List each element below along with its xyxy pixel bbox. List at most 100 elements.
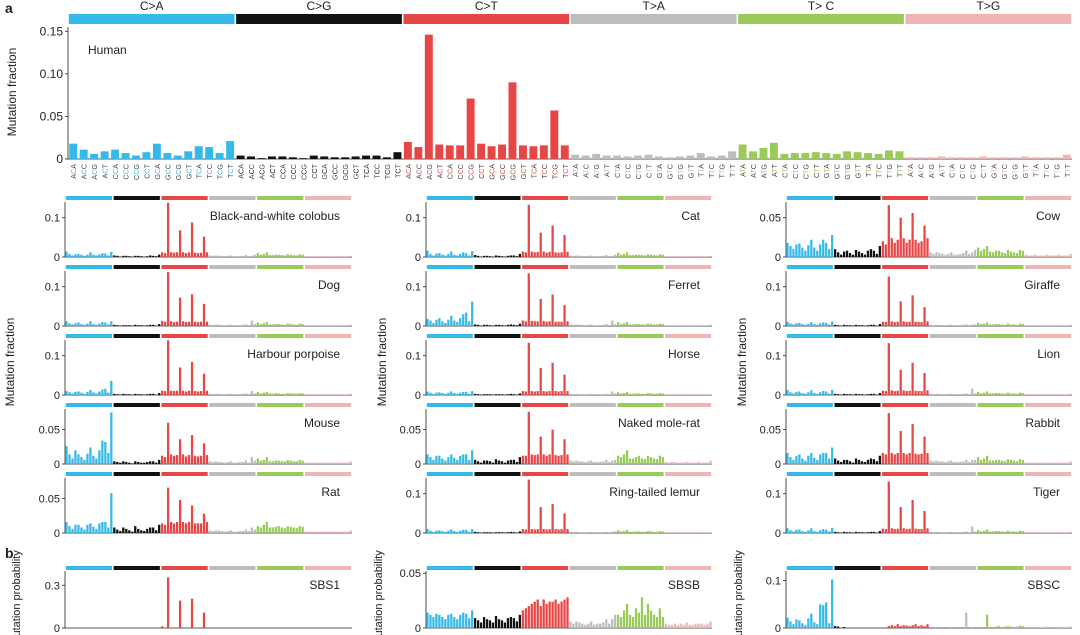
rat-bar-17 xyxy=(116,529,119,533)
mouse-bar-5 xyxy=(80,457,83,465)
mouse-bar-2 xyxy=(71,458,74,464)
black-and-white-colobus-bar-55 xyxy=(229,255,233,257)
sbsc-bar-83 xyxy=(1033,627,1036,628)
sbsb-bar-21 xyxy=(488,620,492,628)
sbsc-bar-43 xyxy=(914,624,917,628)
sbsb-bar-87 xyxy=(685,622,688,628)
cat-bar-58 xyxy=(599,256,602,257)
harbour-porpoise-bar-77 xyxy=(295,393,298,395)
naked-mole-rat-bar-85 xyxy=(679,462,682,465)
cat-bar-64 xyxy=(617,252,620,257)
mouse-bar-37 xyxy=(175,455,179,464)
rat-bar-66 xyxy=(262,524,265,533)
giraffe-bar-57 xyxy=(956,325,959,326)
rabbit-bar-68 xyxy=(988,460,992,464)
harbour-porpoise-bar-75 xyxy=(289,393,292,395)
ring-tailed-lemur-bar-34 xyxy=(527,479,530,533)
horse-bar-5 xyxy=(441,393,444,395)
context-label-30: TCG xyxy=(383,164,392,180)
tiger-bar-78 xyxy=(1018,530,1021,533)
context-label-53: CTC xyxy=(624,164,633,179)
lion-bar-80 xyxy=(1024,394,1027,395)
rat-bar-60 xyxy=(244,529,247,533)
rabbit-bar-2 xyxy=(792,459,795,465)
giraffe-bar-40 xyxy=(905,322,908,326)
context-label-34: ACG xyxy=(425,164,434,180)
ring-tailed-lemur-bar-4 xyxy=(438,530,441,533)
rat-bar-59 xyxy=(241,530,245,533)
cow-bar-36 xyxy=(893,242,896,257)
horse-bar-42 xyxy=(551,362,554,395)
human-bar-43 xyxy=(518,145,527,159)
lion-bar-67 xyxy=(985,391,989,395)
panel-cat: 00.1 Cat xyxy=(406,196,712,264)
giraffe-bar-46 xyxy=(923,307,926,326)
sbsb-bar-45 xyxy=(560,601,563,628)
cat-y-tick-label: 0.1 xyxy=(406,213,421,225)
rat-bar-30 xyxy=(155,530,158,533)
ferret-bar-2 xyxy=(432,322,435,326)
black-and-white-colobus-bar-94 xyxy=(346,256,349,257)
rabbit-bar-27 xyxy=(866,459,870,465)
sbsb-bar-35 xyxy=(530,603,533,628)
lion-bar-79 xyxy=(1021,393,1024,395)
ring-tailed-lemur-bar-11 xyxy=(459,530,462,533)
human-bar-75 xyxy=(853,152,862,159)
horse-bar-52 xyxy=(581,394,584,395)
dog-bar-80 xyxy=(304,325,307,326)
ferret-bar-35 xyxy=(530,320,533,326)
human-bar-31 xyxy=(393,152,402,159)
cat-strip-t-g xyxy=(665,196,712,200)
ring-tailed-lemur-bar-8 xyxy=(450,529,453,533)
human-bar-2 xyxy=(90,153,99,159)
context-label-27: GCT xyxy=(352,163,361,179)
context-label-79: TTT xyxy=(895,163,904,177)
mouse-bar-1 xyxy=(68,454,71,465)
human-bar-52 xyxy=(613,155,622,159)
black-and-white-colobus-title: Black-and-white colobus xyxy=(210,209,340,223)
context-label-37: CCC xyxy=(456,164,465,180)
sbsb-bar-68 xyxy=(628,614,632,628)
mouse-bar-22 xyxy=(131,463,134,464)
panel-dog: 00.1 Dog xyxy=(45,265,352,333)
horse-bar-40 xyxy=(545,391,548,395)
naked-mole-rat-bar-70 xyxy=(634,457,638,465)
lion-bar-34 xyxy=(887,343,890,395)
dog-bar-13 xyxy=(104,322,107,326)
lion-bar-17 xyxy=(837,394,840,395)
rabbit-bar-67 xyxy=(985,455,989,464)
context-label-35: ACT xyxy=(435,163,444,178)
harbour-porpoise-bar-43 xyxy=(193,391,197,395)
cat-bar-75 xyxy=(649,254,653,257)
lion-bar-91 xyxy=(1057,394,1060,395)
context-label-39: CCT xyxy=(477,163,486,178)
sbsb-bar-3 xyxy=(435,613,438,628)
lion-bar-2 xyxy=(792,393,795,395)
sbsc-bar-16 xyxy=(834,626,837,628)
human-bar-79 xyxy=(895,151,904,159)
ferret-bar-21 xyxy=(488,325,492,326)
horse-bar-60 xyxy=(605,393,608,395)
ferret-bar-54 xyxy=(587,324,590,326)
mouse-bar-8 xyxy=(89,447,92,464)
mouse-bar-25 xyxy=(140,462,143,465)
context-label-88: GTA xyxy=(990,164,999,178)
lion-bar-72 xyxy=(1000,393,1004,395)
sbsb-bar-40 xyxy=(545,603,548,628)
rat-bar-16 xyxy=(113,527,116,533)
naked-mole-rat-strip-t-g xyxy=(665,403,712,407)
cow-bar-5 xyxy=(801,247,804,257)
tiger-strip-t-a xyxy=(929,472,976,476)
dog-bar-70 xyxy=(274,324,277,326)
rabbit-bar-80 xyxy=(1024,462,1027,465)
harbour-porpoise-bar-65 xyxy=(259,393,262,395)
black-and-white-colobus-bar-30 xyxy=(155,256,158,257)
rat-bar-72 xyxy=(280,527,283,533)
giraffe-bar-45 xyxy=(920,322,923,326)
dog-bar-64 xyxy=(256,322,259,326)
lion-bar-12 xyxy=(822,391,825,395)
mouse-strip-t-g xyxy=(304,403,352,407)
rat-bar-62 xyxy=(250,527,253,533)
cow-bar-92 xyxy=(1060,255,1063,257)
lion-bar-50 xyxy=(935,393,938,395)
